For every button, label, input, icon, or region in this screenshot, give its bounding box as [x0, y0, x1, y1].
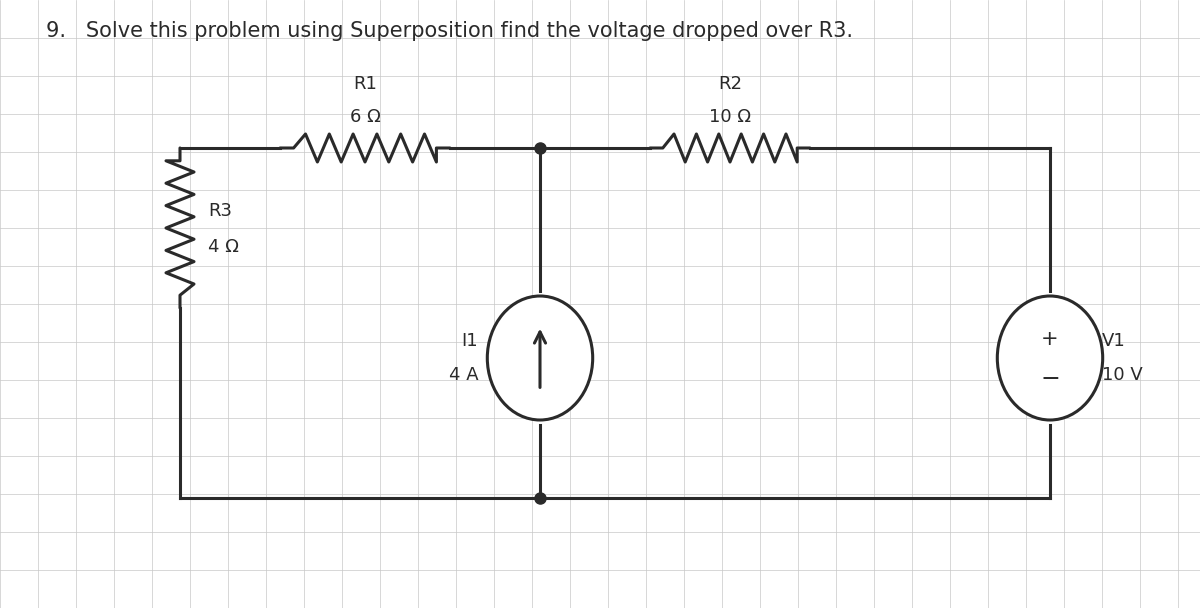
- Ellipse shape: [487, 296, 593, 420]
- Text: 10 Ω: 10 Ω: [709, 108, 751, 126]
- Text: V1: V1: [1102, 332, 1126, 350]
- Text: 6 Ω: 6 Ω: [349, 108, 380, 126]
- Text: R1: R1: [353, 75, 377, 93]
- Text: 10 V: 10 V: [1102, 366, 1142, 384]
- Text: −: −: [1040, 367, 1060, 391]
- Ellipse shape: [997, 296, 1103, 420]
- Text: 4 Ω: 4 Ω: [208, 238, 239, 256]
- Text: +: +: [1042, 329, 1058, 349]
- Text: 9.   Solve this problem using Superposition find the voltage dropped over R3.: 9. Solve this problem using Superpositio…: [46, 21, 852, 41]
- Text: I1: I1: [462, 332, 479, 350]
- Text: 4 A: 4 A: [449, 366, 479, 384]
- Text: R3: R3: [208, 202, 232, 220]
- Text: R2: R2: [718, 75, 742, 93]
